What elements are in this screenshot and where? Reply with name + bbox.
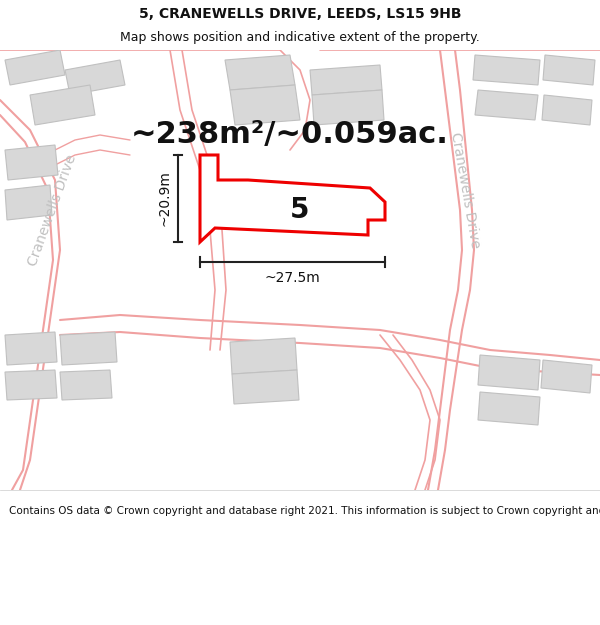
Polygon shape bbox=[473, 55, 540, 85]
Text: ~238m²/~0.059ac.: ~238m²/~0.059ac. bbox=[131, 121, 449, 149]
Polygon shape bbox=[478, 392, 540, 425]
Polygon shape bbox=[543, 55, 595, 85]
Text: ~20.9m: ~20.9m bbox=[157, 171, 171, 226]
Polygon shape bbox=[225, 55, 295, 90]
Polygon shape bbox=[245, 182, 368, 232]
Text: 5, CRANEWELLS DRIVE, LEEDS, LS15 9HB: 5, CRANEWELLS DRIVE, LEEDS, LS15 9HB bbox=[139, 7, 461, 21]
Text: Map shows position and indicative extent of the property.: Map shows position and indicative extent… bbox=[120, 31, 480, 44]
Polygon shape bbox=[5, 332, 57, 365]
Text: Contains OS data © Crown copyright and database right 2021. This information is : Contains OS data © Crown copyright and d… bbox=[9, 506, 600, 516]
Polygon shape bbox=[65, 60, 125, 95]
Polygon shape bbox=[541, 360, 592, 393]
Polygon shape bbox=[312, 90, 384, 125]
Polygon shape bbox=[542, 95, 592, 125]
Polygon shape bbox=[230, 85, 300, 125]
Polygon shape bbox=[200, 155, 385, 242]
Polygon shape bbox=[475, 90, 538, 120]
Polygon shape bbox=[232, 370, 299, 404]
Polygon shape bbox=[5, 145, 58, 180]
Polygon shape bbox=[230, 338, 297, 374]
Polygon shape bbox=[478, 355, 540, 390]
Polygon shape bbox=[5, 185, 52, 220]
Text: Cranewells Drive: Cranewells Drive bbox=[25, 152, 79, 268]
Polygon shape bbox=[30, 85, 95, 125]
Polygon shape bbox=[5, 50, 65, 85]
Polygon shape bbox=[5, 370, 57, 400]
Polygon shape bbox=[60, 370, 112, 400]
Text: ~27.5m: ~27.5m bbox=[265, 271, 320, 285]
Polygon shape bbox=[310, 65, 382, 95]
Text: 5: 5 bbox=[290, 196, 310, 224]
Text: Cranewells Drive: Cranewells Drive bbox=[448, 131, 482, 249]
Polygon shape bbox=[60, 332, 117, 365]
